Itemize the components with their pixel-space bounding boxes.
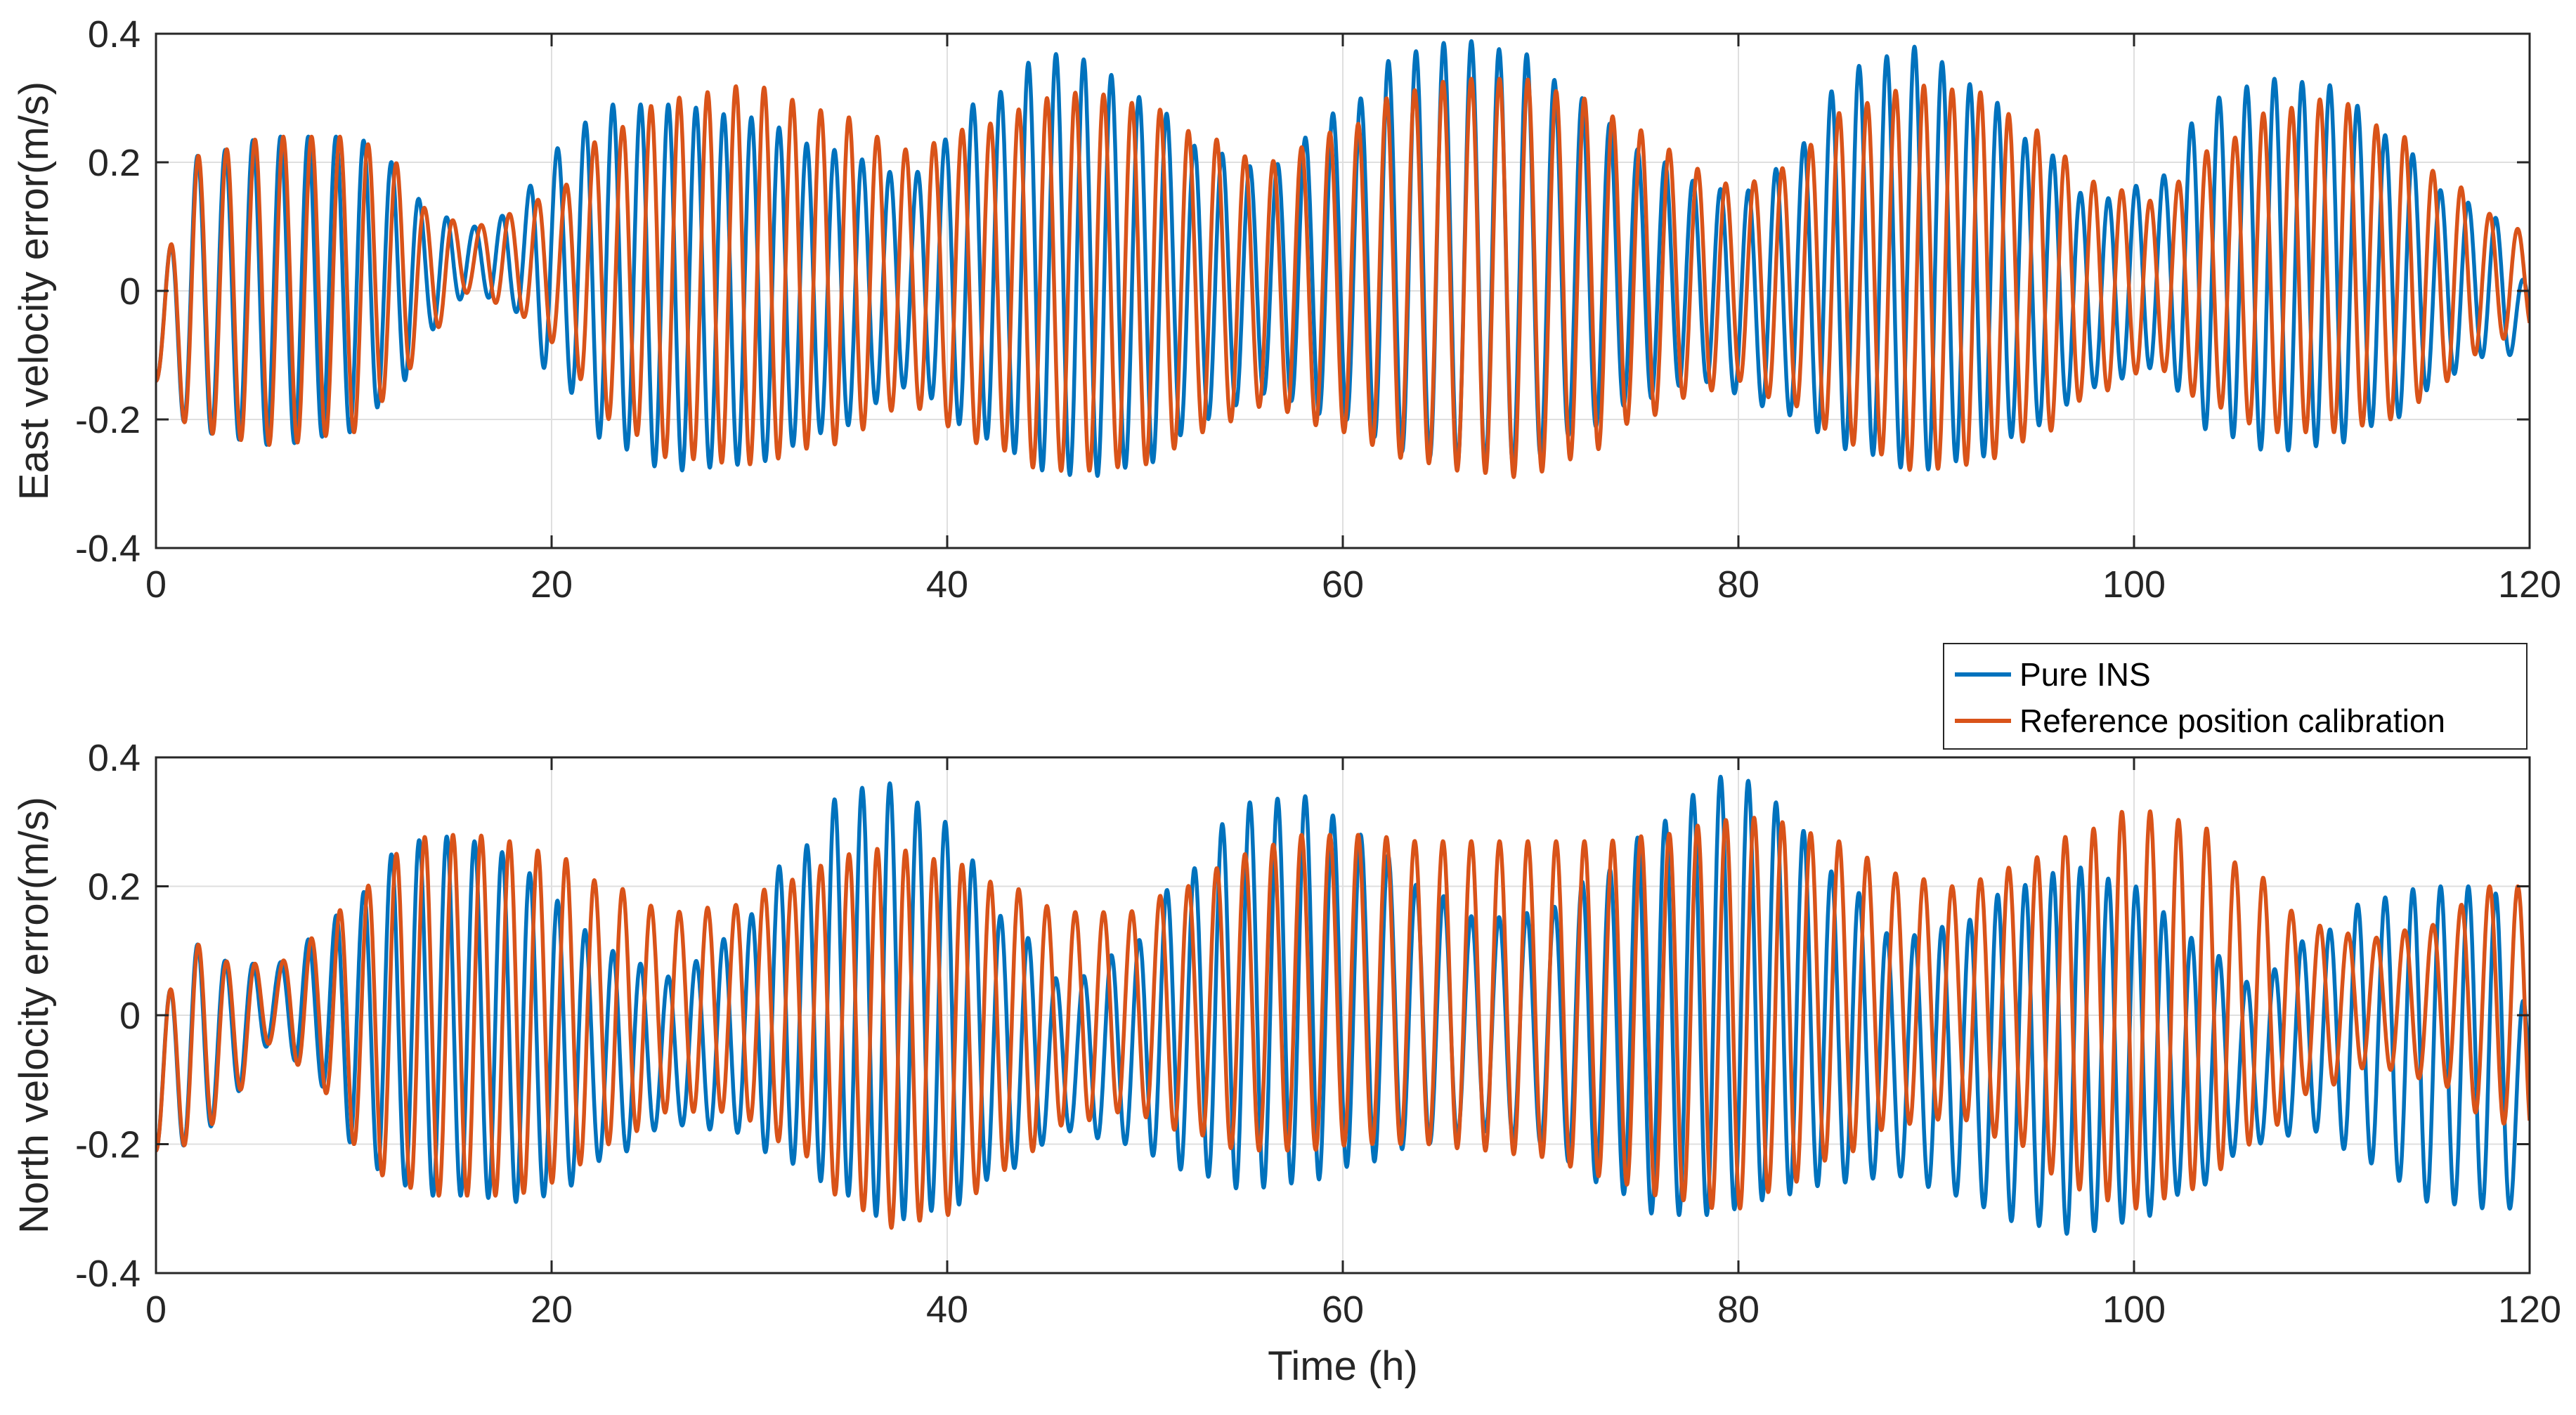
north-xtick-label-60: 60 bbox=[1322, 1289, 1364, 1331]
east-xtick-label-60: 60 bbox=[1322, 563, 1364, 606]
north-xtick-label-100: 100 bbox=[2102, 1289, 2166, 1331]
east-series-pure-ins-line bbox=[156, 39, 2530, 478]
east-series-reference-position-calibration-line bbox=[156, 77, 2530, 479]
east-ylabel: East velocity error(m/s) bbox=[11, 81, 57, 500]
east-ytick-label-1: -0.2 bbox=[75, 399, 141, 441]
north-ytick-label-4: 0.4 bbox=[88, 737, 141, 779]
east-subplot: 0 20 40 60 80 100 120 -0.4 -0.2 0 0.2 0.4 East veloc… bbox=[11, 13, 2561, 606]
legend-label-reference-position-calibration: Reference position calibration bbox=[2019, 703, 2445, 739]
north-xtick-label-20: 20 bbox=[531, 1289, 573, 1331]
north-xtick-label-120: 120 bbox=[2498, 1289, 2561, 1331]
north-xtick-label-40: 40 bbox=[926, 1289, 968, 1331]
legend: Pure INS Reference position calibration bbox=[1943, 643, 2528, 750]
east-xtick-label-40: 40 bbox=[926, 563, 968, 606]
east-ytick-label-3: 0.2 bbox=[88, 142, 141, 184]
east-xtick-label-100: 100 bbox=[2102, 563, 2166, 606]
north-subplot: 0 20 40 60 80 100 120 -0.4 -0.2 0 0.2 0.4 North velo… bbox=[11, 643, 2561, 1389]
north-ytick-label-1: -0.2 bbox=[75, 1124, 141, 1166]
north-ytick-label-0: -0.4 bbox=[75, 1253, 141, 1295]
east-ytick-label-2: 0 bbox=[119, 270, 141, 313]
east-ytick-label-0: -0.4 bbox=[75, 528, 141, 570]
north-ytick-label-2: 0 bbox=[119, 995, 141, 1037]
east-xtick-label-0: 0 bbox=[145, 563, 167, 606]
north-xlabel: Time (h) bbox=[1268, 1343, 1418, 1389]
north-ytick-label-3: 0.2 bbox=[88, 866, 141, 908]
legend-box bbox=[1943, 643, 2528, 750]
east-xtick-label-20: 20 bbox=[531, 563, 573, 606]
north-series-reference-position-calibration-line bbox=[156, 809, 2530, 1230]
east-ytick-label-4: 0.4 bbox=[88, 13, 141, 56]
legend-label-pure-ins: Pure INS bbox=[2019, 656, 2151, 693]
charts-layer: 0 20 40 60 80 100 120 -0.4 -0.2 0 0.2 0.4 East veloc… bbox=[11, 13, 2561, 1389]
east-xtick-label-80: 80 bbox=[1717, 563, 1759, 606]
north-xtick-label-0: 0 bbox=[145, 1289, 167, 1331]
north-series-pure-ins-line bbox=[156, 774, 2530, 1236]
east-xtick-label-120: 120 bbox=[2498, 563, 2561, 606]
north-ylabel: North velocity error(m/s) bbox=[11, 797, 57, 1234]
north-xtick-label-80: 80 bbox=[1717, 1289, 1759, 1331]
